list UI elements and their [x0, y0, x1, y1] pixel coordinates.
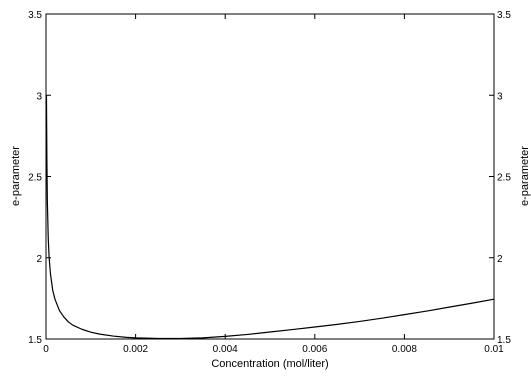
x-tick-label: 0 [43, 344, 49, 355]
x-tick-label: 0.004 [213, 344, 238, 355]
y-tick-label-left: 2 [36, 254, 42, 265]
y-tick-label-right: 2 [497, 254, 503, 265]
x-tick-label: 0.006 [302, 344, 327, 355]
x-tick-label: 0.008 [392, 344, 417, 355]
y-tick-label-right: 1.5 [497, 335, 511, 346]
y-tick-label-right: 3.5 [497, 10, 511, 21]
series-layer [45, 95, 495, 340]
y-tick-label-right: 3 [497, 91, 503, 102]
y-tick-label-left: 3 [36, 91, 42, 102]
y-axis-label-right: e-parameter [519, 146, 531, 206]
ticks-layer: 0 0.002 0.004 0.006 0.008 0.011.5 1.52 22.5 2.53… [28, 10, 511, 355]
y-tick-label-left: 3.5 [28, 10, 42, 21]
series-line [45, 95, 495, 340]
x-axis-label: Concentration (mol/liter) [211, 358, 328, 370]
x-tick-label: 0.002 [123, 344, 148, 355]
y-tick-label-left: 1.5 [28, 335, 42, 346]
y-axis-label-left: e-parameter [10, 146, 22, 206]
x-tick-label: 0.01 [484, 344, 504, 355]
y-tick-label-right: 2.5 [497, 173, 511, 184]
plot-frame [45, 13, 495, 340]
y-tick-label-left: 2.5 [28, 173, 42, 184]
